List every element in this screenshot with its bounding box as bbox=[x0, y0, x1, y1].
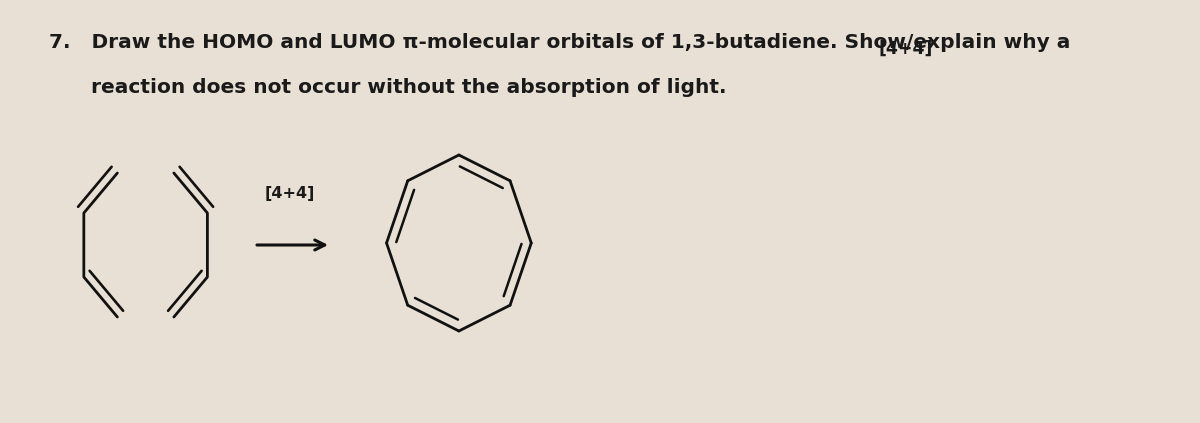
Text: [4+4]: [4+4] bbox=[264, 186, 314, 201]
Text: reaction does not occur without the absorption of light.: reaction does not occur without the abso… bbox=[48, 78, 726, 97]
Text: [4+4]: [4+4] bbox=[878, 40, 932, 58]
Text: 7.   Draw the HOMO and LUMO π-molecular orbitals of 1,3-butadiene. Show/explain : 7. Draw the HOMO and LUMO π-molecular or… bbox=[48, 33, 1076, 52]
